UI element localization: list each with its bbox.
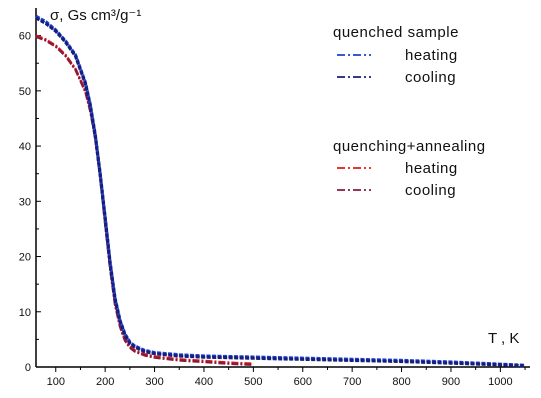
legend-group-title: quenched sample bbox=[333, 24, 459, 41]
x-tick-label: 700 bbox=[343, 376, 361, 388]
series-line-4 bbox=[35, 35, 254, 366]
x-tick-label: 800 bbox=[392, 376, 410, 388]
x-tick-label: 300 bbox=[145, 376, 163, 388]
x-tick-label: 600 bbox=[294, 376, 312, 388]
x-tick-label: 100 bbox=[47, 376, 65, 388]
x-tick-label: 500 bbox=[244, 376, 262, 388]
series-line-2 bbox=[35, 16, 526, 368]
x-tick-label: 900 bbox=[442, 376, 460, 388]
x-tick-label: 1000 bbox=[488, 376, 512, 388]
x-axis-label: T , K bbox=[488, 330, 519, 347]
x-tick-label: 400 bbox=[195, 376, 213, 388]
y-tick-label: 30 bbox=[19, 196, 31, 208]
axes bbox=[35, 8, 530, 368]
legend-entry-label: heating bbox=[405, 47, 458, 64]
legend-group-title: quenching+annealing bbox=[333, 138, 486, 155]
y-tick-label: 10 bbox=[19, 307, 31, 319]
series-line-3 bbox=[35, 34, 254, 365]
y-tick-label: 0 bbox=[25, 362, 31, 374]
series-layer bbox=[35, 14, 526, 368]
y-tick-label: 50 bbox=[19, 86, 31, 98]
y-tick-label: 40 bbox=[19, 141, 31, 153]
y-tick-label: 20 bbox=[19, 252, 31, 264]
y-tick-label: 60 bbox=[19, 31, 31, 43]
ticks: 100 200 300 400 500 600 700 800 900 1000 0 10 20 30 40… bbox=[19, 31, 526, 388]
legend: quenched sample heating cooling quenching+a… bbox=[333, 24, 486, 199]
x-tick-label: 200 bbox=[96, 376, 114, 388]
legend-entry-label: cooling bbox=[405, 69, 456, 86]
legend-entry-label: heating bbox=[405, 160, 458, 177]
legend-entry-label: cooling bbox=[405, 182, 456, 199]
y-axis-label: σ, Gs cm³/g⁻¹ bbox=[50, 7, 141, 24]
